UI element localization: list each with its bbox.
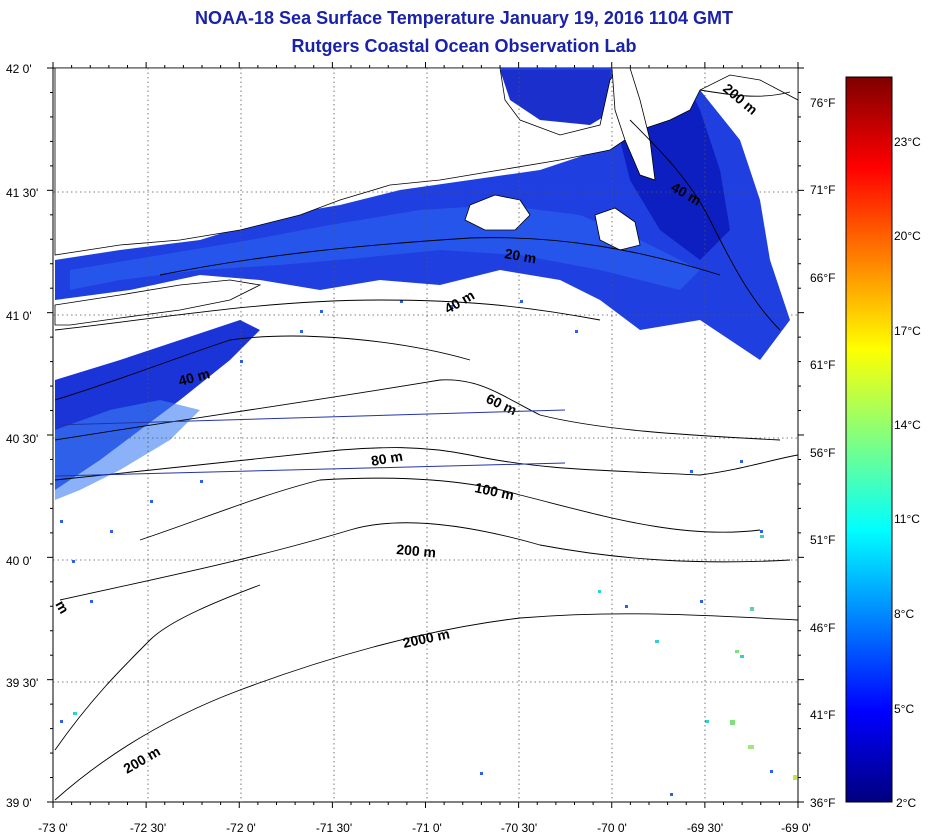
contour-200m-a [59,522,791,601]
lon-label: -70 0' [597,821,627,835]
lon-label: -72 0' [226,821,256,835]
contour-label-200m-a: 200 m [396,541,437,560]
contour-200m-ne [699,89,791,97]
fahrenheit-label: 56°F [810,446,835,460]
longitude-labels: -73 0' -72 30' -72 0' -71 30' -71 0' -70… [38,821,811,835]
contour-200m-b [54,584,261,751]
lon-label: -73 0' [38,821,68,835]
land-marthas-vineyard [464,194,531,231]
fahrenheit-label: 41°F [810,708,835,722]
fahrenheit-label: 71°F [810,183,835,197]
sst-layer [55,68,797,796]
contour-2000m [54,613,798,801]
map-title: NOAA-18 Sea Surface Temperature January … [195,8,733,28]
contour-label-20m: 20 m [503,245,537,266]
contour-100m [139,477,761,541]
bathymetry-contours [54,89,798,801]
map-subtitle: Rutgers Coastal Ocean Observation Lab [291,36,637,56]
track-lines [54,409,566,477]
lat-label: 39 0' [6,796,32,810]
fahrenheit-label: 46°F [810,621,835,635]
celsius-label: 23°C [894,135,921,149]
contour-label-80m: 80 m [370,448,404,469]
sst-scatter-pixels [60,300,773,796]
sst-swath-inner [70,205,700,290]
colorbar: 76°F 71°F 66°F 61°F 56°F 51°F 46°F 41°F … [810,76,921,810]
lat-label: 41 30' [6,186,38,200]
map-canvas: 20 m 40 m 40 m 40 m 60 m 80 m 100 m 200 … [53,68,798,802]
lat-label: 39 30' [6,676,38,690]
sst-bay-deep [500,70,615,125]
celsius-label: 11°C [894,512,920,526]
colorbar-gradient [845,76,893,803]
celsius-label: 20°C [894,229,921,243]
celsius-label: 17°C [894,324,921,338]
colorbar-celsius-labels: 23°C 20°C 17°C 14°C 11°C 8°C 5°C 2°C [894,135,921,810]
contour-40m-a [54,299,601,331]
lon-label: -71 30' [316,821,352,835]
fahrenheit-label: 76°F [810,96,835,110]
sst-warm-pixels [73,535,797,780]
celsius-label: 14°C [894,418,921,432]
lon-label: -71 0' [412,821,442,835]
contour-60m [54,379,781,441]
contour-label-40m-b: 40 m [177,365,212,389]
contour-40m-b [54,335,471,401]
lon-label: -69 30' [687,821,723,835]
fahrenheit-label: 66°F [810,271,835,285]
celsius-label: 2°C [896,796,916,810]
lat-lon-grid [53,68,798,802]
contour-80m [54,447,798,481]
axis-ticks [47,62,804,808]
celsius-label: 5°C [894,702,914,716]
lon-label: -72 30' [130,821,166,835]
fahrenheit-label: 36°F [810,796,835,810]
contour-40m-c [629,119,781,331]
lat-label: 40 0' [6,554,32,568]
lat-label: 42 0' [6,62,32,76]
celsius-label: 8°C [894,607,914,621]
latitude-labels: 42 0' 41 30' 41 0' 40 30' 40 0' 39 30' 3… [6,62,38,810]
lat-label: 40 30' [6,432,38,446]
lon-label: -69 0' [781,821,811,835]
fahrenheit-label: 61°F [810,358,835,372]
lon-label: -70 30' [501,821,537,835]
lat-label: 41 0' [6,309,32,323]
colorbar-fahrenheit-labels: 76°F 71°F 66°F 61°F 56°F 51°F 46°F 41°F … [810,96,835,810]
fahrenheit-label: 51°F [810,533,835,547]
contour-20m [159,237,721,276]
land-long-island [54,279,262,326]
land-nantucket [594,207,641,251]
